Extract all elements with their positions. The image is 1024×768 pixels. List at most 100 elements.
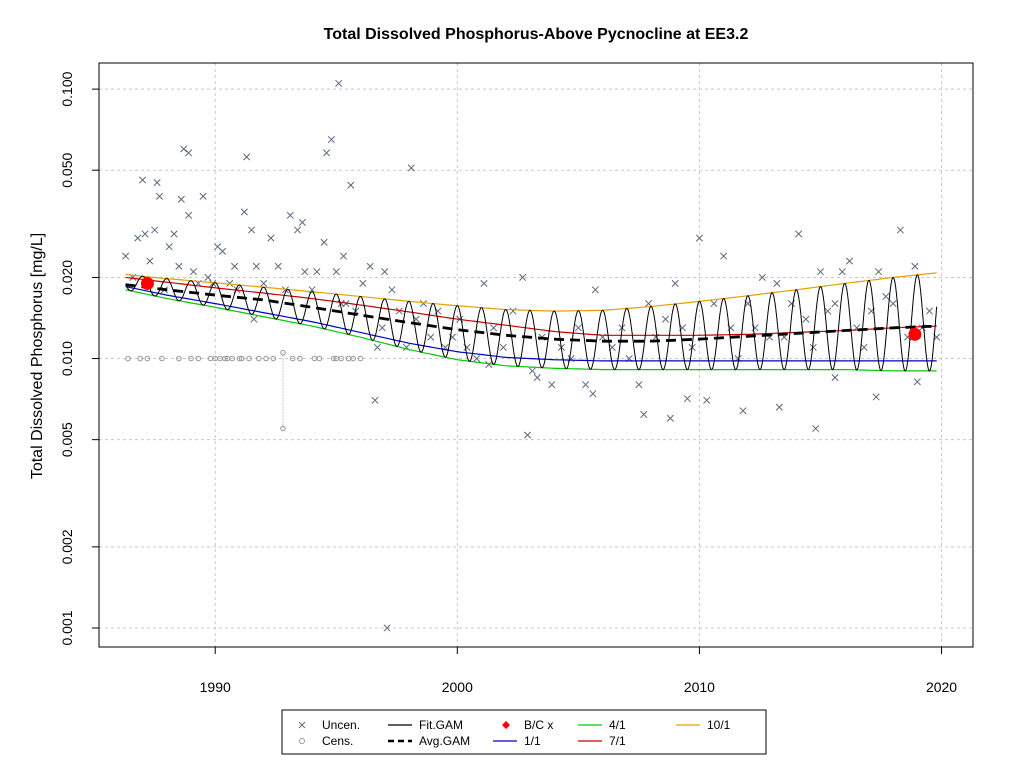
uncensored-point xyxy=(204,273,212,281)
uncensored-point xyxy=(661,315,670,323)
axis-ticks: 1990 2000 2010 2020 0.001 0.002 0.005 0.010 0.02… xyxy=(59,71,957,695)
legend-label: Uncen. xyxy=(322,718,360,732)
uncensored-point xyxy=(274,262,282,270)
censored-point xyxy=(144,355,151,362)
uncensored-point xyxy=(286,211,294,219)
uncensored-point xyxy=(645,299,653,308)
uncensored-point xyxy=(327,135,335,144)
censored-point xyxy=(176,355,182,362)
uncensored-point xyxy=(845,257,854,265)
uncensored-point xyxy=(407,164,415,172)
legend-item: B/C x xyxy=(502,718,553,732)
censored-point xyxy=(188,355,194,362)
uncensored-point xyxy=(226,279,234,287)
avg-gam-line xyxy=(125,283,937,343)
uncensored-point xyxy=(395,307,403,315)
uncensored-point xyxy=(298,218,306,226)
uncensored-point xyxy=(231,262,239,270)
y-tick-label: 0.001 xyxy=(59,610,75,645)
uncensored-point xyxy=(240,208,248,216)
uncensored-point xyxy=(635,381,643,389)
x-tick-label: 2000 xyxy=(442,679,473,695)
bc-point xyxy=(908,327,922,341)
uncensored-point xyxy=(773,279,781,287)
legend-item: 4/1 xyxy=(578,718,626,732)
uncensored-point xyxy=(381,268,389,276)
uncensored-point xyxy=(548,381,556,389)
uncensored-point xyxy=(523,431,532,439)
censored-point xyxy=(256,355,262,362)
uncensored-point xyxy=(427,333,435,341)
uncensored-point xyxy=(860,343,868,351)
uncensored-point xyxy=(199,192,207,200)
legend-label: 10/1 xyxy=(707,718,731,732)
legend-item: Fit.GAM xyxy=(388,718,463,732)
uncensored-point xyxy=(480,279,488,287)
censored-point xyxy=(280,425,286,432)
uncensored-point xyxy=(703,396,711,404)
censored-point xyxy=(222,355,228,362)
legend: Uncen. Fit.GAM B/C x 4/1 10/1 Cens. Avg.GAM 1/1… xyxy=(281,709,767,755)
uncensored-point xyxy=(896,226,904,234)
censored-point xyxy=(137,355,143,362)
censored-point xyxy=(338,355,344,362)
censored-point xyxy=(236,355,243,362)
legend-label: Cens. xyxy=(322,734,353,748)
uncensored-point xyxy=(323,149,331,157)
uncensored-point xyxy=(485,360,493,369)
uncensored-point xyxy=(185,149,193,157)
uncensored-point xyxy=(141,230,149,238)
uncensored-point xyxy=(189,268,197,276)
uncensored-point xyxy=(373,343,381,351)
y-tick-label: 0.010 xyxy=(59,341,75,376)
y-tick-label: 0.020 xyxy=(59,260,75,295)
legend-x-icon xyxy=(298,721,306,729)
uncensored-point xyxy=(155,192,164,200)
uncensored-point xyxy=(320,238,328,246)
x-tick-label: 1990 xyxy=(200,679,231,695)
series-line-1-1 xyxy=(125,286,937,362)
uncensored-point xyxy=(875,268,883,276)
uncensored-point xyxy=(383,624,391,632)
uncensored-point xyxy=(640,410,648,419)
censored-point xyxy=(159,355,165,362)
uncensored-point xyxy=(802,315,810,323)
legend-label: 1/1 xyxy=(524,734,541,748)
uncensored-point xyxy=(710,299,718,308)
legend-box xyxy=(281,709,767,755)
uncensored-point xyxy=(419,299,427,308)
censored-point xyxy=(297,355,303,362)
censored-point xyxy=(239,355,245,362)
uncensored-point xyxy=(889,299,897,308)
uncensored-point xyxy=(925,307,933,315)
legend-diamond-icon xyxy=(502,721,510,729)
uncensored-point xyxy=(388,286,396,294)
plot-data xyxy=(122,79,941,632)
censored-point xyxy=(125,355,131,362)
uncensored-point xyxy=(175,262,183,270)
uncensored-point xyxy=(371,396,379,404)
legend-item: Avg.GAM xyxy=(388,734,470,748)
uncensored-point xyxy=(134,234,142,242)
uncensored-point xyxy=(775,403,783,411)
uncensored-point xyxy=(591,286,599,294)
uncensored-point xyxy=(359,279,367,287)
legend-circle-icon xyxy=(299,738,305,744)
legend-label: Avg.GAM xyxy=(419,734,470,748)
grid-lines xyxy=(99,63,973,647)
uncensored-point xyxy=(812,424,820,433)
uncensored-point xyxy=(332,268,340,276)
uncensored-point xyxy=(347,181,355,189)
legend-label: 4/1 xyxy=(609,718,626,732)
uncensored-point xyxy=(313,268,321,276)
chart-title: Total Dissolved Phosphorus-Above Pycnocl… xyxy=(324,26,749,43)
uncensored-point xyxy=(165,243,173,251)
uncensored-point xyxy=(153,178,161,187)
uncensored-point xyxy=(509,307,517,315)
uncensored-point xyxy=(816,268,825,276)
uncensored-point xyxy=(795,230,803,238)
uncensored-point xyxy=(247,226,256,234)
bc-point xyxy=(140,276,154,290)
censored-point xyxy=(357,355,364,362)
censored-point xyxy=(263,355,269,362)
